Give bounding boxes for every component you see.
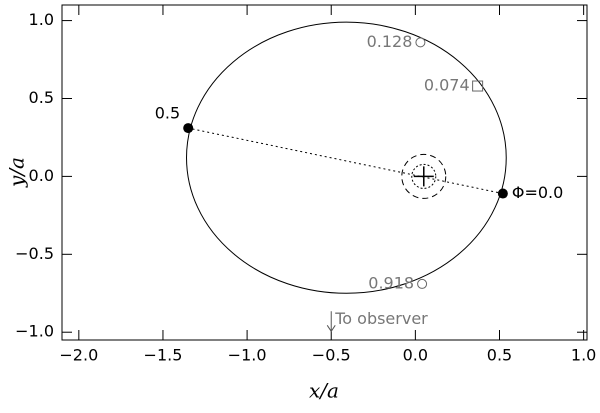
point-label: 0.074: [424, 76, 470, 95]
y-tick-label: 1.0: [29, 10, 54, 29]
phase-point: [415, 37, 426, 48]
phase-point: [472, 80, 484, 92]
x-tick-label: −1.5: [144, 346, 183, 365]
y-tick-label: 0.0: [29, 166, 54, 185]
x-tick-label: −1.0: [228, 346, 267, 365]
point-label: Φ=0.0: [512, 183, 563, 202]
x-tick-label: 1.0: [571, 346, 596, 365]
plot-frame: [61, 4, 588, 341]
phase-point: [497, 188, 508, 199]
phase-point: [417, 278, 428, 289]
phase-point: [183, 123, 194, 134]
x-axis-label: x/a: [309, 379, 339, 403]
roche-lobe: [401, 153, 447, 199]
x-tick-label: 0.5: [487, 346, 512, 365]
x-tick-label: −0.5: [312, 346, 351, 365]
point-label: 0.918: [368, 273, 414, 292]
star: [411, 163, 437, 189]
point-label: 0.128: [367, 32, 413, 51]
x-tick-label: −2.0: [59, 346, 98, 365]
y-axis-label: y/a: [5, 157, 29, 188]
node-line: [188, 127, 503, 195]
y-tick-label: 0.5: [29, 88, 54, 107]
y-tick-label: −1.0: [15, 322, 54, 341]
observer-arrow: [326, 311, 336, 333]
center-cross: [413, 166, 434, 187]
orbit: [186, 21, 507, 294]
x-tick-label: 0.0: [403, 346, 428, 365]
annotation: To observer: [334, 309, 428, 328]
point-label: 0.5: [155, 104, 180, 123]
y-tick-label: −0.5: [15, 244, 54, 263]
